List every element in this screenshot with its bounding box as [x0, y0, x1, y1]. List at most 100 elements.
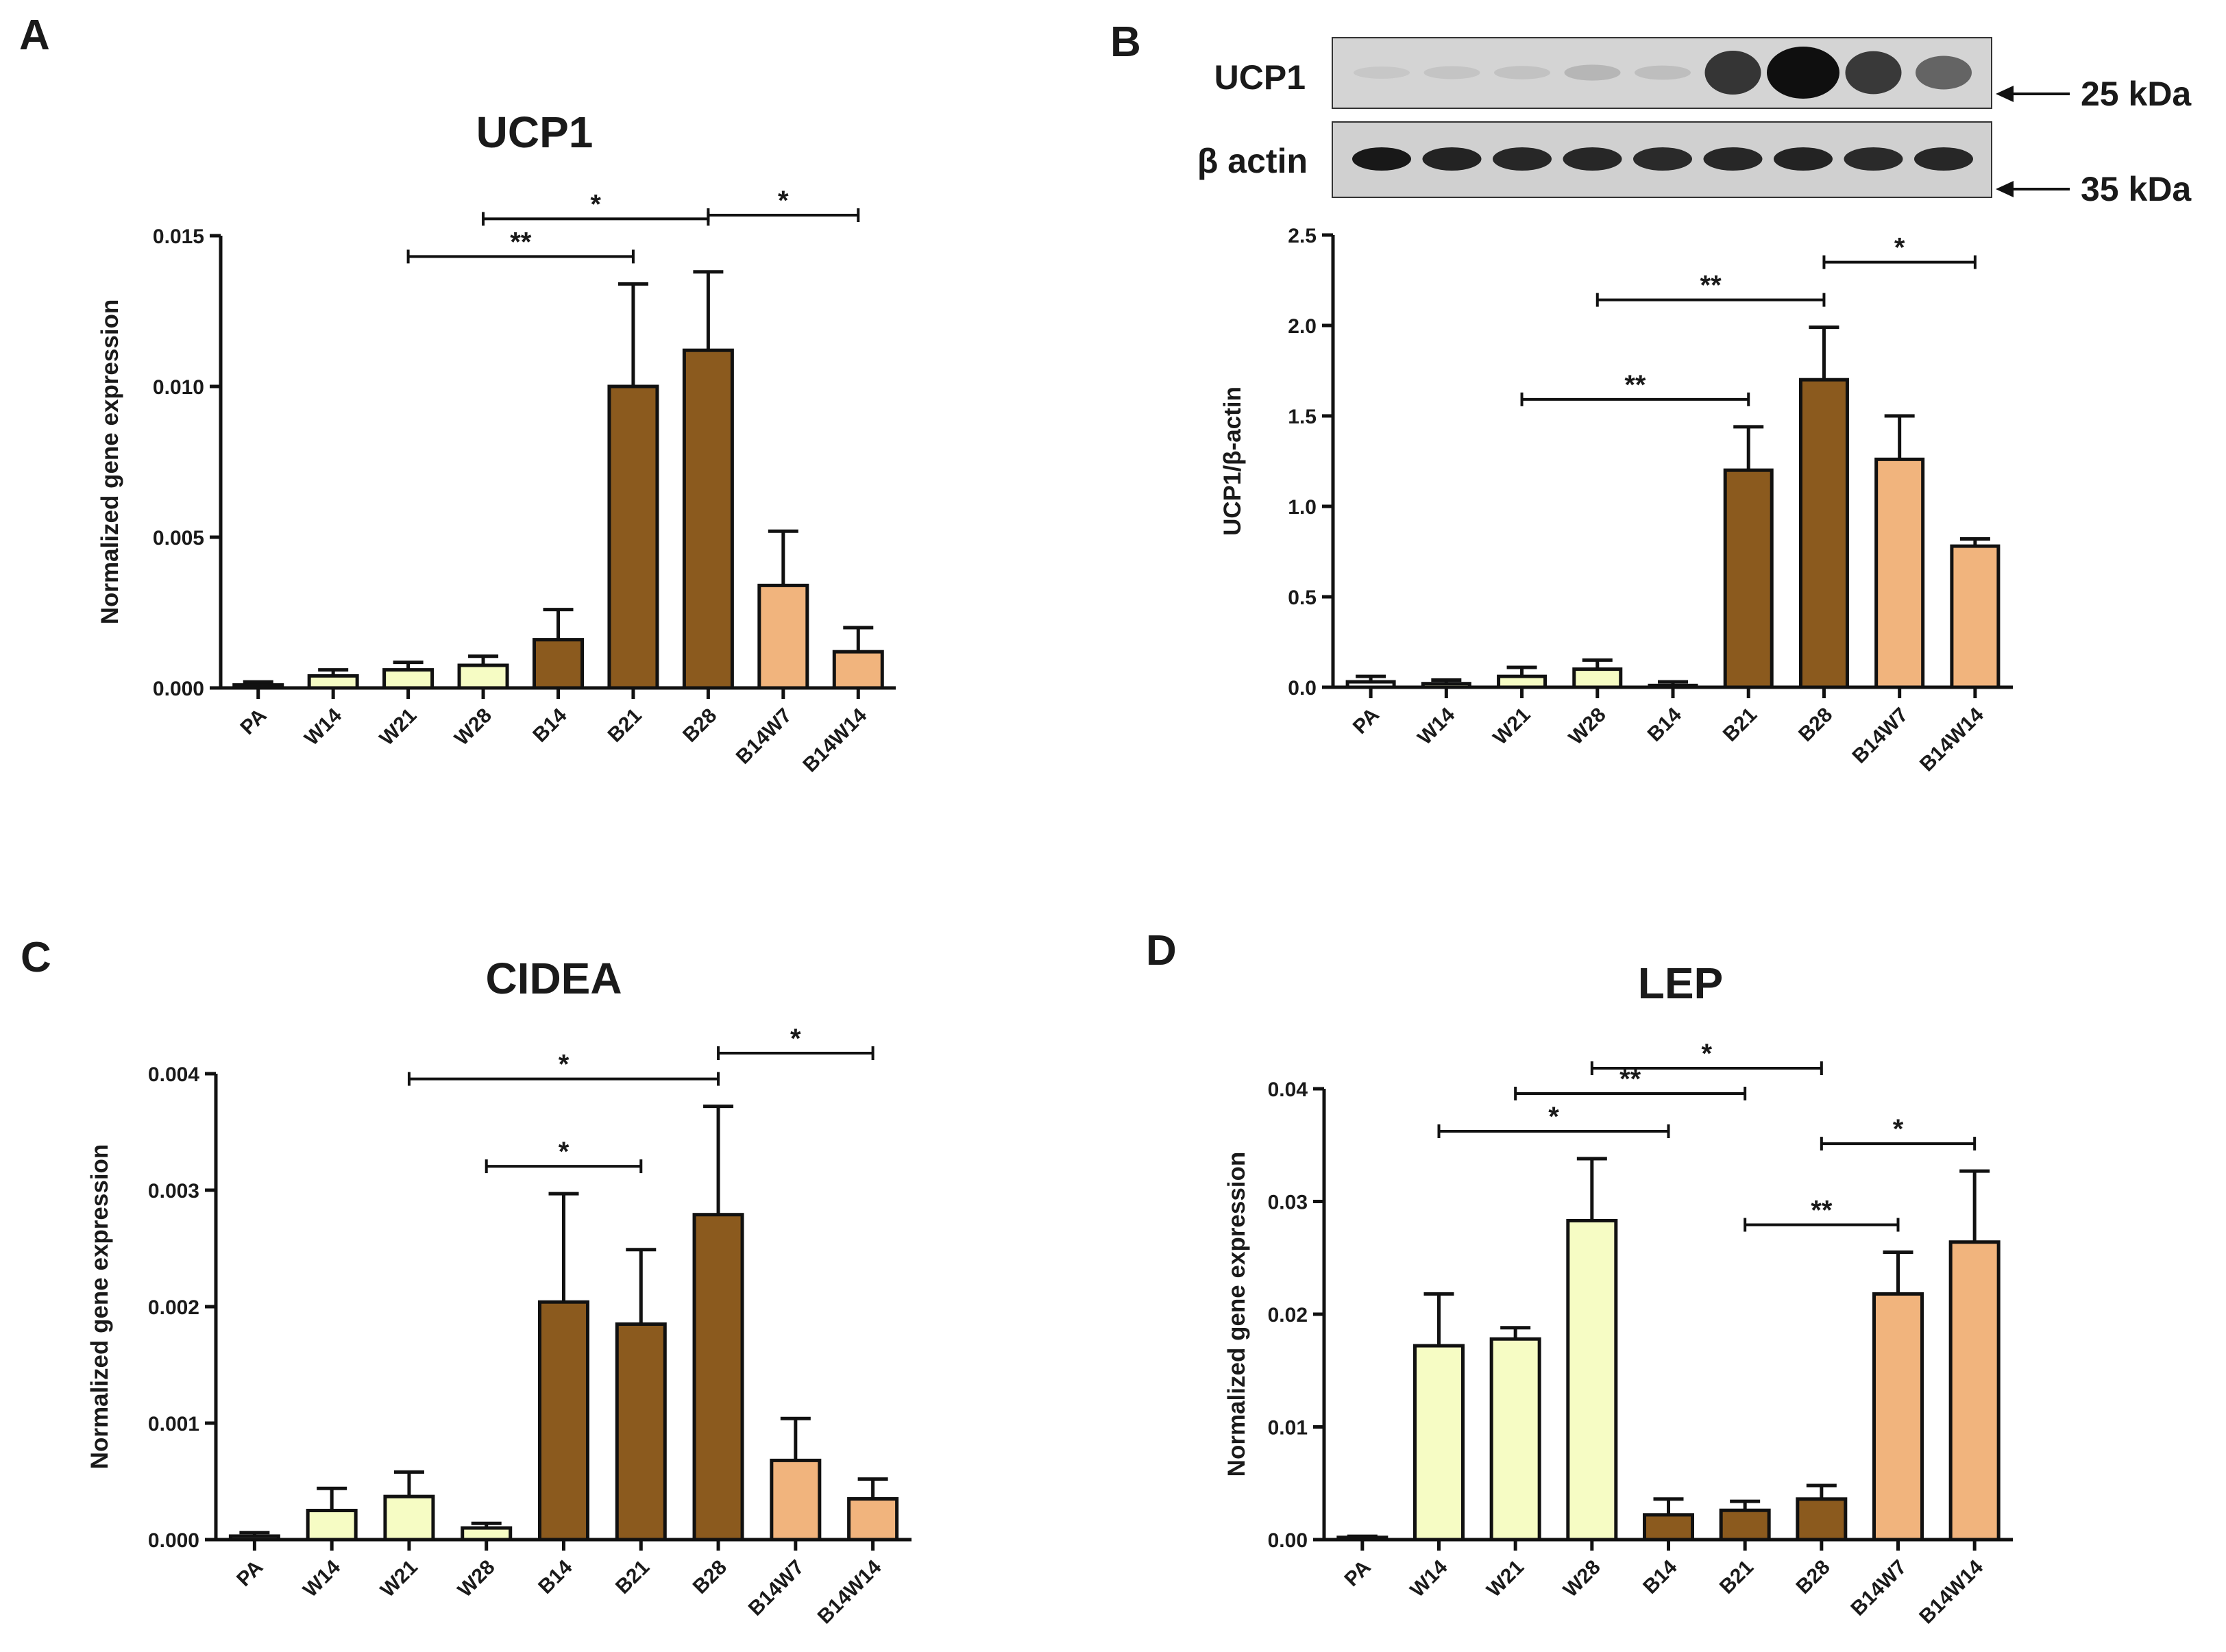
x-tick-label: W14	[1406, 1555, 1452, 1601]
y-tick-label: 2.0	[1288, 315, 1317, 338]
y-tick-label: 0.010	[153, 376, 204, 399]
actin-band	[1633, 147, 1692, 171]
x-tick-label: W28	[454, 1556, 500, 1602]
x-tick-label: W28	[1559, 1556, 1605, 1602]
bar-b28	[1798, 378, 1849, 689]
ucp1-band	[1845, 51, 1902, 95]
bar-w28	[461, 1526, 513, 1542]
y-tick-label: 0.000	[148, 1529, 199, 1552]
western-blot: UCP1 β actin 25 kDa 35 kDa	[1197, 37, 2192, 208]
x-tick-label: B14W7	[1846, 1556, 1911, 1620]
panel-letter-c: C	[21, 934, 51, 981]
panel-letter-b: B	[1110, 19, 1141, 66]
x-tick-label: B21	[1719, 704, 1761, 746]
panel-letter-a: A	[19, 12, 50, 59]
bar-b14w14	[832, 650, 884, 690]
x-tick-label: W28	[1565, 704, 1611, 750]
bar-pa	[228, 1534, 280, 1542]
significance-label: *	[590, 189, 601, 219]
x-tick-label: PA	[1349, 704, 1384, 739]
chart-ucp1-actin-ratio: 0.0 0.5 1.0 1.5 2.0 2.5 UCP1/β-actin PA W14 W21 W2…	[1219, 225, 2013, 776]
x-tick-label: B14	[534, 1555, 576, 1598]
actin-band	[1422, 147, 1482, 171]
x-tick-label: W14	[300, 704, 346, 750]
y-tick-label: 0.03	[1268, 1192, 1308, 1214]
y-tick-label: 1.5	[1288, 406, 1317, 428]
x-tick-label: W21	[376, 704, 421, 750]
ucp1-band	[1767, 47, 1839, 99]
y-tick-label: 0.00	[1268, 1529, 1308, 1552]
x-tick-label: B14W14	[814, 1555, 886, 1628]
bar-b14	[1648, 683, 1698, 689]
chart-title: CIDEA	[485, 954, 622, 1003]
x-tick-label: B14	[1643, 703, 1686, 745]
arrowhead-25kda-icon	[1996, 86, 2014, 102]
y-tick-label: 0.004	[148, 1063, 199, 1086]
y-tick-label: 0.000	[153, 678, 204, 700]
x-tick-label: W14	[299, 1555, 345, 1601]
actin-band	[1493, 147, 1552, 171]
x-tick-label: PA	[232, 1556, 267, 1591]
y-tick-label: 0.002	[148, 1296, 199, 1319]
y-tick-label: 1.0	[1288, 496, 1317, 519]
ucp1-bands	[1354, 47, 1972, 99]
actin-band	[1563, 147, 1622, 171]
bar-b14w7	[757, 583, 809, 690]
y-axis-label: Normalized gene expression	[86, 1144, 113, 1470]
bar-b21	[615, 1322, 667, 1542]
bar-b21	[1719, 1508, 1771, 1542]
ucp1-band	[1635, 65, 1691, 80]
y-tick-label: 0.02	[1268, 1304, 1308, 1327]
significance-label: **	[1624, 370, 1646, 400]
x-tick-label: B28	[678, 704, 721, 747]
bar-pa	[1336, 1536, 1389, 1542]
bar-w21	[1489, 1337, 1541, 1542]
y-tick-label: 0.015	[153, 225, 204, 248]
x-tick-label: W28	[450, 704, 496, 750]
bar-b14	[1643, 1513, 1694, 1542]
x-tick-label: B14W7	[744, 1556, 809, 1620]
bar-w14	[1421, 682, 1471, 689]
significance-label: *	[559, 1137, 570, 1167]
x-tick-label: B14W7	[1848, 704, 1913, 768]
ucp1-band	[1354, 66, 1410, 79]
bar-b28	[1796, 1497, 1848, 1542]
y-tick-label: 0.005	[153, 527, 204, 550]
x-tick-label: B14W14	[1915, 1555, 1987, 1628]
significance-label: **	[1700, 271, 1722, 301]
ucp1-band	[1494, 66, 1550, 79]
bar-b14w14	[1950, 544, 2001, 689]
ucp1-band	[1564, 64, 1621, 81]
chart-title: LEP	[1638, 959, 1723, 1008]
significance-label: *	[1702, 1039, 1713, 1069]
marker-25kda-label: 25 kDa	[2081, 75, 2192, 113]
y-axis-label: Normalized gene expression	[1223, 1152, 1250, 1477]
x-tick-label: PA	[236, 704, 271, 739]
bar-w28	[1566, 1218, 1618, 1542]
bar-w21	[1497, 674, 1548, 689]
bar-b28	[682, 348, 734, 690]
actin-band	[1352, 147, 1411, 171]
y-tick-label: 2.5	[1288, 225, 1317, 247]
bar-b14w14	[1948, 1240, 2001, 1542]
actin-band	[1703, 147, 1763, 171]
bar-w21	[383, 1494, 435, 1542]
bar-pa	[1345, 680, 1396, 689]
y-tick-label: 0.001	[148, 1413, 199, 1435]
bar-w14	[1413, 1344, 1465, 1542]
significance-label: *	[790, 1024, 801, 1054]
x-tick-label: B14W14	[1916, 703, 1988, 776]
ucp1-band	[1423, 66, 1480, 79]
x-tick-label: W21	[1482, 1556, 1528, 1602]
chart-title: UCP1	[476, 108, 594, 157]
significance-label: *	[1548, 1102, 1559, 1132]
x-tick-label: PA	[1341, 1556, 1375, 1591]
bar-w28	[1572, 667, 1623, 689]
y-axis-label: UCP1/β-actin	[1219, 386, 1246, 536]
x-tick-label: B21	[604, 704, 646, 747]
bar-w28	[457, 663, 509, 690]
bar-b21	[607, 384, 659, 690]
actin-band	[1914, 147, 1973, 171]
bar-b21	[1723, 468, 1774, 689]
significance-label: *	[1893, 1114, 1904, 1144]
